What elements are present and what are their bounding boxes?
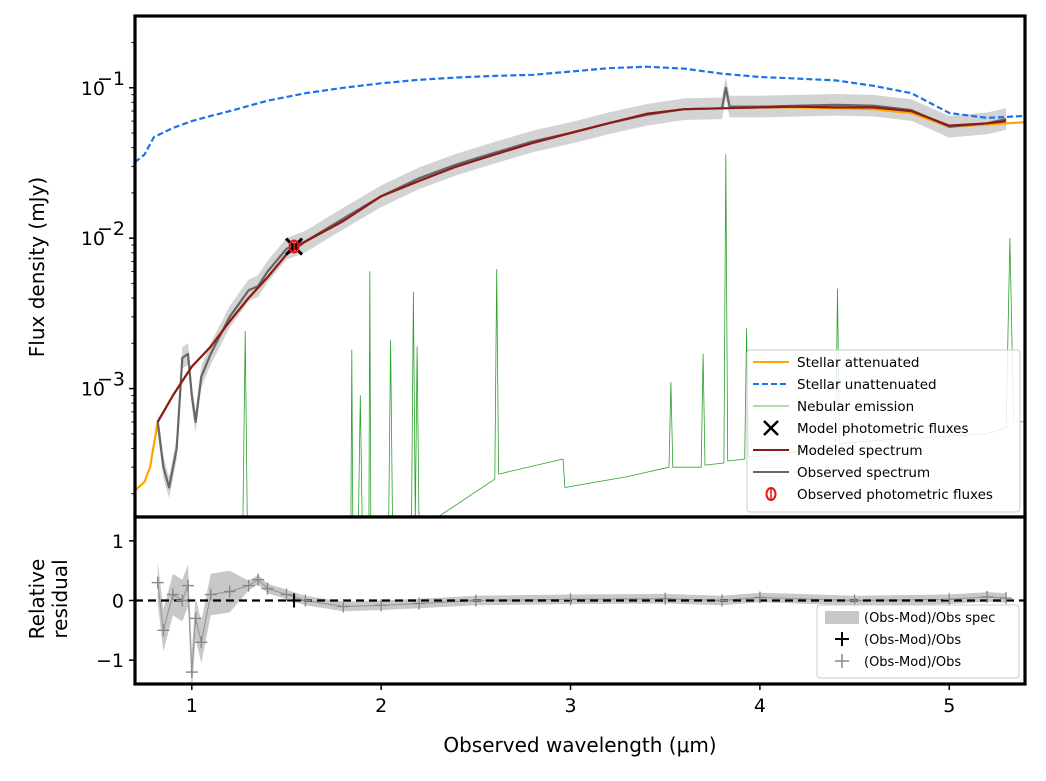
residual-point	[716, 594, 729, 607]
bottom-axes-frame	[133, 515, 1027, 686]
bottom-panel: −1 0 1 1 2 3 4 5 Relative residual Observed wa…	[25, 515, 1027, 757]
legend-label-nebular-emission: Nebular emission	[797, 399, 914, 415]
bottom-xtick-label: 4	[754, 695, 766, 717]
top-ytick-exponent: −2	[97, 218, 125, 240]
observed-spectrum-uncertainty-band	[157, 77, 1007, 499]
residual-point	[337, 600, 350, 613]
residual-point	[469, 594, 482, 607]
residual-point	[299, 594, 312, 607]
residual-point	[185, 666, 198, 679]
residual-point	[413, 597, 426, 610]
series-line-stellar-unattenuated	[135, 65, 1025, 164]
legend-label-residual-plus-black: (Obs-Mod)/Obs	[864, 633, 961, 648]
legend-swatch-model-photometric-fluxes	[763, 420, 779, 436]
legend-swatch-residual-plus-black	[835, 632, 849, 646]
legend-label-observed-spectrum: Observed spectrum	[797, 465, 930, 481]
residual-point	[242, 579, 255, 592]
residual-point	[981, 590, 994, 603]
legend-label-stellar-attenuated: Stellar attenuated	[797, 355, 920, 371]
bottom-ytick-label: −1	[96, 650, 124, 672]
residual-point	[182, 579, 195, 592]
residual-point	[223, 585, 236, 598]
legend-swatch-residual-plus-gray	[835, 654, 849, 668]
marker-observed-photometric-fluxes	[288, 239, 300, 254]
legend-label-residual-plus-gray: (Obs-Mod)/Obs	[864, 655, 961, 670]
residual-point	[151, 576, 164, 589]
residual-point	[204, 588, 217, 601]
legend-swatch-observed-photometric-fluxes	[765, 487, 777, 501]
residual-point	[261, 582, 274, 595]
bottom-ylabel-line2: residual	[48, 559, 72, 638]
bottom-legend: (Obs-Mod)/Obs spec (Obs-Mod)/Obs (Obs-Mo…	[816, 604, 1020, 679]
residual-point	[189, 612, 202, 625]
residual-point	[176, 594, 189, 607]
bottom-xtick-label: 1	[186, 695, 198, 717]
top-ytick-exponent: −1	[97, 68, 125, 90]
residual-point	[157, 624, 170, 637]
residual-point	[375, 599, 388, 612]
residual-point	[1000, 592, 1013, 605]
legend-label-residual-band: (Obs-Mod)/Obs spec	[864, 611, 995, 626]
bottom-xtick-label: 3	[564, 695, 576, 717]
residual-point	[280, 588, 293, 601]
residual-point	[166, 588, 179, 601]
legend-swatch-residual-band	[825, 611, 859, 624]
bottom-legend-box	[816, 604, 1020, 679]
legend-label-modeled-spectrum: Modeled spectrum	[797, 443, 923, 459]
bottom-ylabel-line1: Relative	[25, 559, 49, 640]
top-legend: Stellar attenuated Stellar unattenuated …	[746, 349, 1021, 513]
residual-point	[943, 593, 956, 606]
top-ytick-exponent: −3	[97, 369, 125, 391]
bottom-ytick-label: 0	[112, 591, 124, 613]
top-legend-box	[746, 349, 1021, 513]
top-ytick-label: 10	[81, 228, 105, 250]
bottom-xtick-label: 2	[375, 695, 387, 717]
legend-label-stellar-unattenuated: Stellar unattenuated	[797, 377, 937, 393]
residual-point	[195, 636, 208, 649]
series-line-modeled-spectrum	[156, 105, 1007, 423]
bottom-xlabel: Observed wavelength (μm)	[443, 733, 716, 757]
top-ytick-label: 10	[81, 379, 105, 401]
bottom-xtick-label: 5	[943, 695, 955, 717]
legend-label-observed-photometric-fluxes: Observed photometric fluxes	[797, 487, 993, 503]
top-ytick-label: 10	[81, 78, 105, 100]
top-panel: 10−310−210−1 Flux density (mJy) Stellar …	[25, 14, 1027, 519]
legend-label-model-photometric-fluxes: Model photometric fluxes	[797, 421, 969, 437]
residual-point	[659, 592, 672, 605]
residual-point	[564, 593, 577, 606]
residual-point	[753, 591, 766, 604]
photometric-residual-point	[287, 593, 302, 608]
top-ylabel: Flux density (mJy)	[25, 177, 49, 357]
bottom-ytick-label: 1	[112, 531, 124, 553]
residual-point	[252, 573, 265, 586]
